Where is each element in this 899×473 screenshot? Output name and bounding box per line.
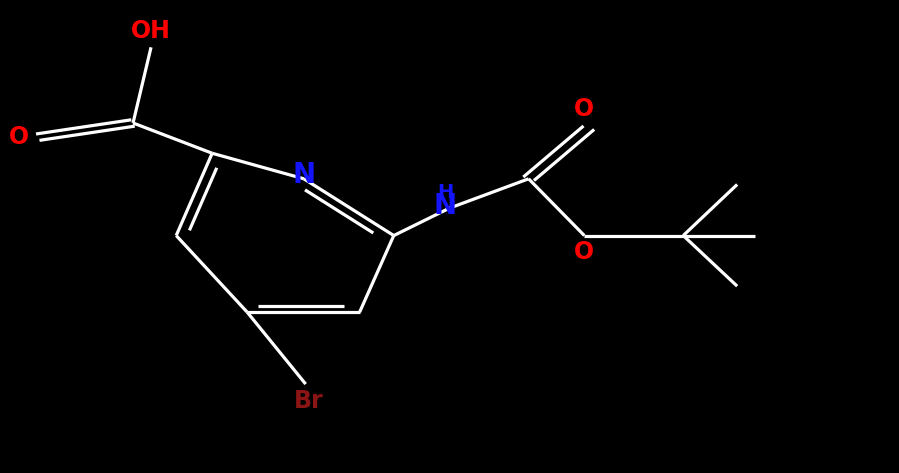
Text: Br: Br — [294, 389, 323, 413]
Text: O: O — [574, 96, 594, 121]
Text: O: O — [574, 240, 594, 264]
Text: N: N — [433, 192, 457, 220]
Text: OH: OH — [131, 18, 171, 43]
Text: O: O — [9, 125, 29, 149]
Text: N: N — [292, 161, 316, 189]
Text: H: H — [437, 184, 453, 202]
